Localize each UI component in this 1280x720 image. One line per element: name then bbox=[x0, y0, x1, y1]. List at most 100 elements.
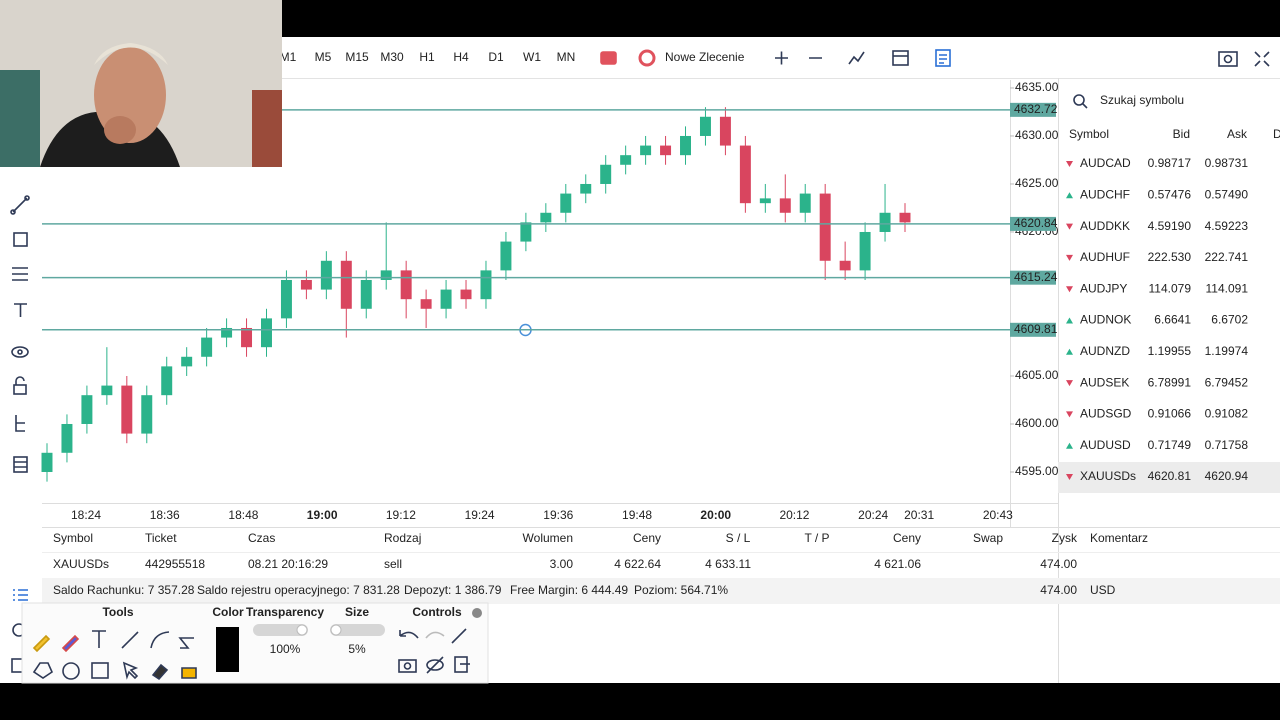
y-tick-label: 4625.00 bbox=[1015, 176, 1059, 190]
watchlist-symbol[interactable]: AUDUSD bbox=[1080, 438, 1131, 452]
timeframe-button[interactable]: M30 bbox=[380, 50, 404, 64]
timeframe-button[interactable]: M1 bbox=[280, 50, 297, 64]
summary-currency: USD bbox=[1090, 583, 1116, 597]
candle-body bbox=[500, 241, 512, 271]
direction-arrow bbox=[1066, 286, 1073, 293]
positions-header: S / L bbox=[726, 531, 751, 545]
direction-arrow bbox=[1066, 254, 1073, 261]
watchlist-ask: 6.79452 bbox=[1205, 375, 1249, 389]
webcam-overlay bbox=[0, 0, 282, 167]
settings-icon[interactable] bbox=[472, 608, 482, 618]
candle-body bbox=[759, 198, 771, 204]
candle-body bbox=[101, 385, 113, 396]
panel-label: Controls bbox=[412, 605, 462, 619]
candle-body bbox=[440, 289, 452, 309]
tool-icons[interactable] bbox=[32, 628, 470, 681]
watchlist-symbol[interactable]: AUDSGD bbox=[1080, 407, 1132, 421]
color-swatch[interactable] bbox=[216, 627, 239, 672]
watchlist-ask: 0.57490 bbox=[1205, 187, 1249, 201]
summary-item: Saldo rejestru operacyjnego: 7 831.28 bbox=[197, 583, 400, 597]
y-tick-label: 4635.00 bbox=[1015, 80, 1059, 94]
price-label-bg bbox=[1010, 322, 1056, 337]
y-tick-label: 4600.00 bbox=[1015, 416, 1059, 430]
candle-body bbox=[739, 145, 751, 204]
direction-arrow bbox=[1066, 161, 1073, 167]
direction-arrow bbox=[1066, 192, 1073, 199]
y-tick-label: 4605.00 bbox=[1015, 368, 1059, 382]
positions-header: Ceny bbox=[893, 531, 921, 545]
candle-body bbox=[380, 270, 392, 280]
candle-body bbox=[660, 145, 672, 156]
watchlist-ask: 222.741 bbox=[1205, 250, 1249, 264]
x-tick-label: 19:00 bbox=[307, 508, 338, 522]
watchlist-header: Symbol bbox=[1069, 127, 1109, 141]
watchlist-ask: 4.59223 bbox=[1205, 219, 1249, 233]
timeframe-button[interactable]: MN bbox=[557, 50, 576, 64]
candle-body bbox=[121, 385, 133, 434]
panel-label: Transparency bbox=[246, 605, 324, 619]
candle-body bbox=[221, 327, 233, 338]
candle-body bbox=[640, 145, 652, 156]
positions-header: Czas bbox=[248, 531, 275, 545]
position-cell: 4 633.11 bbox=[705, 557, 751, 571]
panel-value: 5% bbox=[348, 642, 366, 656]
candle-body bbox=[340, 260, 352, 309]
candle-body bbox=[320, 260, 332, 290]
timeframe-button[interactable]: H1 bbox=[419, 50, 435, 64]
toolbar-icons[interactable] bbox=[600, 49, 1270, 109]
x-tick-label: 20:12 bbox=[779, 508, 809, 522]
position-cell: 4 621.06 bbox=[874, 557, 921, 571]
selected-row bbox=[1058, 462, 1280, 493]
watchlist-symbol[interactable]: AUDDKK bbox=[1080, 219, 1130, 233]
timeframe-button[interactable]: M15 bbox=[345, 50, 369, 64]
positions-header: Ceny bbox=[633, 531, 661, 545]
timeframe-button[interactable]: H4 bbox=[453, 50, 469, 64]
search-input[interactable]: Szukaj symbolu bbox=[1100, 93, 1184, 107]
price-label-bg bbox=[1010, 216, 1056, 231]
watchlist-symbol[interactable]: AUDNZD bbox=[1080, 344, 1130, 358]
candle-body bbox=[300, 279, 312, 290]
candle-body bbox=[161, 366, 173, 396]
watchlist-bid: 0.57476 bbox=[1148, 187, 1192, 201]
watchlist-symbol[interactable]: AUDCHF bbox=[1080, 187, 1130, 201]
x-tick-label: 20:24 bbox=[858, 508, 888, 522]
watchlist-ask: 1.19974 bbox=[1205, 344, 1249, 358]
candle-body bbox=[141, 395, 153, 434]
x-tick-label: 20:43 bbox=[983, 508, 1013, 522]
watchlist-symbol[interactable]: AUDNOK bbox=[1080, 313, 1131, 327]
watchlist-header: D bbox=[1273, 127, 1280, 141]
candle-body bbox=[580, 183, 592, 194]
summary-item: Poziom: 564.71% bbox=[634, 583, 728, 597]
y-tick-label: 4595.00 bbox=[1015, 464, 1059, 478]
panel-label: Size bbox=[345, 605, 369, 619]
direction-arrow bbox=[1066, 474, 1073, 480]
direction-arrow bbox=[1066, 223, 1073, 230]
candle-body bbox=[600, 164, 612, 184]
candle-body bbox=[360, 279, 372, 309]
candle-body bbox=[899, 212, 911, 223]
summary-profit: 474.00 bbox=[1040, 583, 1077, 597]
timeframe-button[interactable]: M5 bbox=[315, 50, 332, 64]
candle-body bbox=[839, 260, 851, 271]
candle-body bbox=[540, 212, 552, 223]
watchlist-symbol[interactable]: AUDJPY bbox=[1080, 281, 1127, 295]
size-slider[interactable] bbox=[330, 624, 385, 636]
watchlist-bid: 114.079 bbox=[1149, 281, 1192, 295]
transparency-slider[interactable] bbox=[253, 624, 308, 636]
summary-bar bbox=[42, 578, 1280, 604]
new-order-button[interactable]: Nowe Zlecenie bbox=[665, 50, 745, 64]
watchlist-bid: 0.71749 bbox=[1148, 438, 1192, 452]
watchlist-symbol[interactable]: XAUUSDs bbox=[1080, 469, 1136, 483]
watchlist-symbol[interactable]: AUDCAD bbox=[1080, 156, 1131, 170]
x-tick-label: 19:24 bbox=[465, 508, 495, 522]
direction-arrow bbox=[1066, 380, 1073, 387]
timeframe-button[interactable]: D1 bbox=[488, 50, 504, 64]
watchlist-symbol[interactable]: AUDSEK bbox=[1080, 375, 1129, 389]
candle-body bbox=[201, 337, 213, 357]
watchlist-ask: 114.091 bbox=[1206, 281, 1249, 295]
x-tick-label: 18:24 bbox=[71, 508, 101, 522]
positions-header: Ticket bbox=[145, 531, 177, 545]
watchlist-symbol[interactable]: AUDHUF bbox=[1080, 250, 1130, 264]
timeframe-button[interactable]: W1 bbox=[523, 50, 541, 64]
candle-body bbox=[420, 299, 432, 309]
